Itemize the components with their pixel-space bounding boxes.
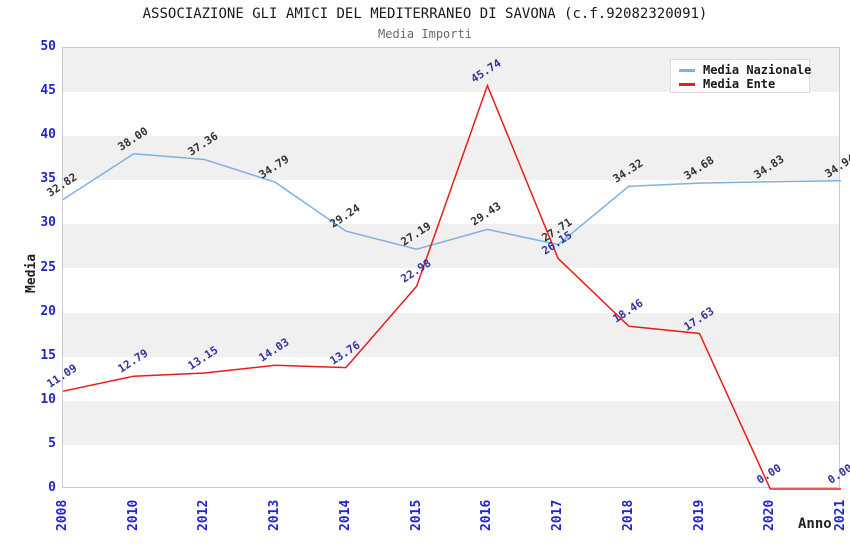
gray-band [63,224,839,269]
legend-item: Media Nazionale [679,63,812,77]
x-tick-label: 2021 [833,499,848,531]
x-tick-label: 2015 [408,499,424,531]
legend-swatch-icon [679,82,695,86]
x-axis-title: Anno [798,516,832,532]
x-tick-label: 2016 [479,499,495,531]
y-tick-label: 35 [40,171,56,187]
legend-label: Media Nazionale [703,63,812,77]
chart-title: ASSOCIAZIONE GLI AMICI DEL MEDITERRANEO … [142,6,708,22]
y-tick-label: 10 [40,391,56,407]
gray-band [63,400,839,445]
y-tick-label: 15 [40,347,56,363]
y-tick-label: 30 [40,215,56,231]
x-tick-label: 2017 [550,499,566,531]
x-tick-label: 2020 [762,499,778,531]
y-tick-label: 20 [40,303,56,319]
plot-area [62,47,842,490]
legend-swatch-icon [679,68,695,72]
x-tick-label: 2019 [691,499,707,531]
x-tick-label: 2013 [267,499,283,531]
x-tick-label: 2014 [337,499,353,531]
legend: Media Nazionale Media Ente [670,59,812,93]
series-line-media-ente [62,83,841,490]
y-tick-label: 0 [48,480,56,495]
x-tick-label: 2010 [125,499,141,531]
chart-subtitle: Media Importi [378,27,472,41]
y-tick-label: 45 [40,83,56,99]
x-tick-label: 2012 [196,499,212,531]
x-tick-label: 2008 [55,499,70,531]
y-tick-label: 40 [40,127,56,143]
legend-label: Media Ente [703,77,776,91]
series-line-media-nazionale [62,153,842,250]
series-lines [62,83,842,490]
y-tick-label: 50 [40,39,56,54]
x-tick-label: 2018 [620,499,636,531]
gray-band [63,312,839,357]
legend-item: Media Ente [679,77,809,91]
y-tick-label: 25 [40,259,56,275]
y-tick-label: 5 [48,435,56,451]
